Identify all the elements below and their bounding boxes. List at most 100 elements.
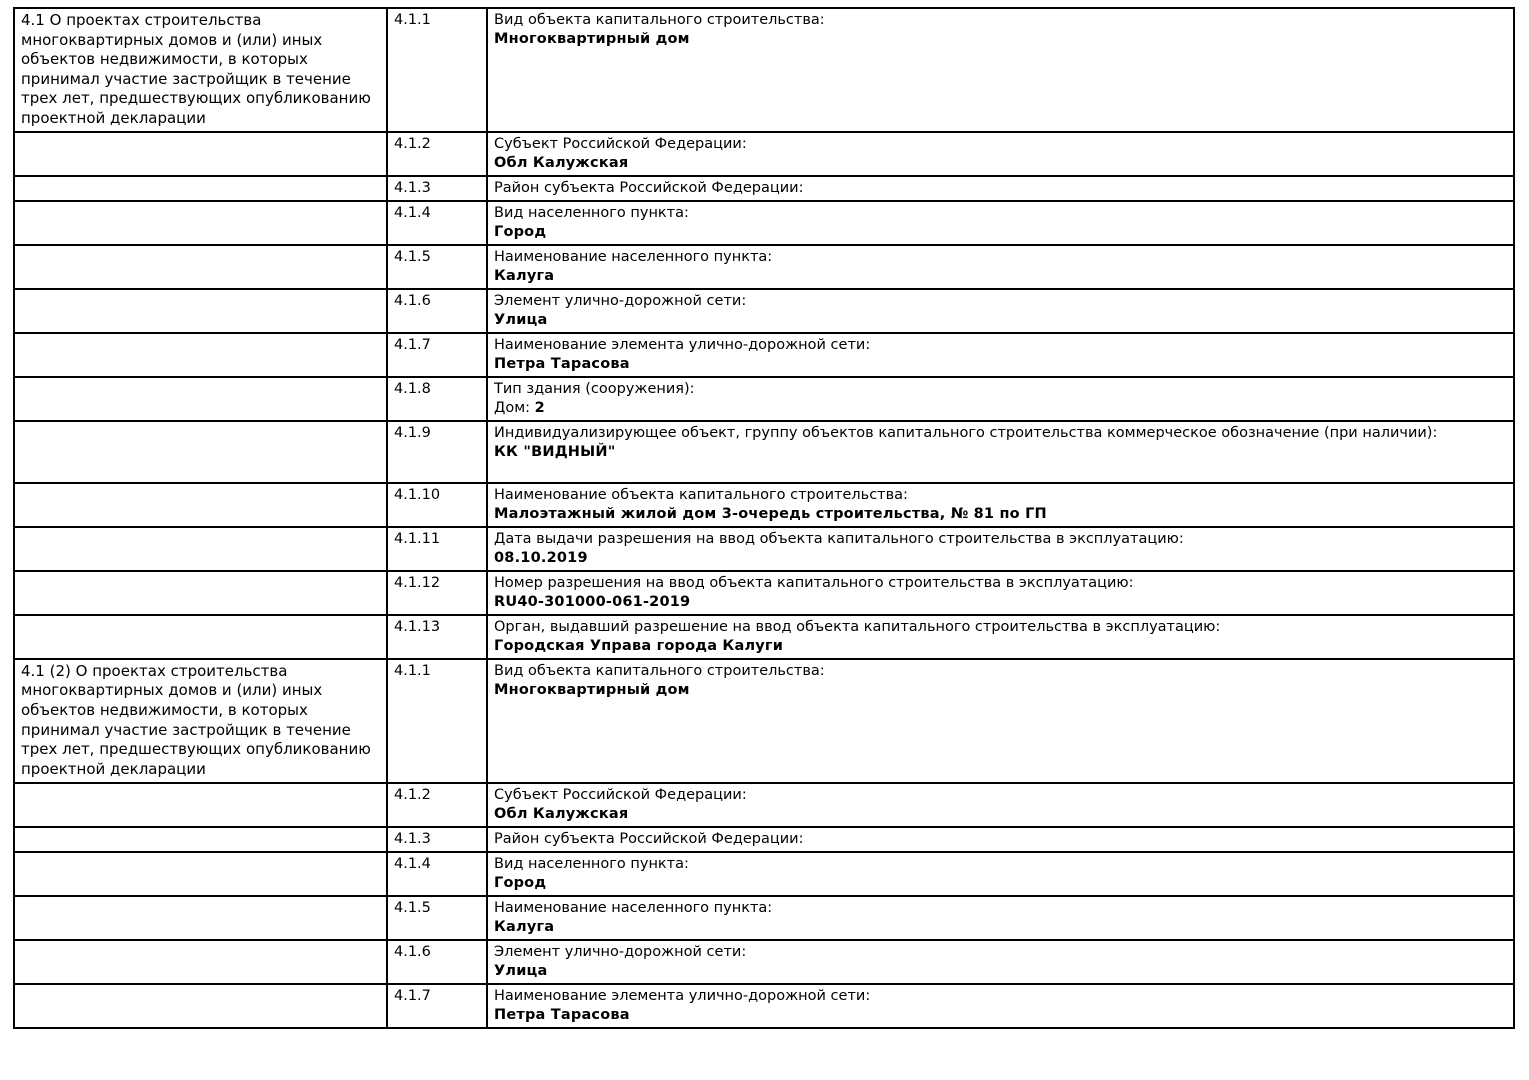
row-content: Тип здания (сооружения): Дом: 2 [486,375,1515,422]
table-row: 4.1.6 Элемент улично-дорожной сети: Улиц… [13,938,1515,985]
section-spacer-cell [13,781,388,828]
row-code: 4.1.5 [386,243,488,290]
table-row: 4.1.8 Тип здания (сооружения): Дом: 2 [13,375,1515,422]
row-content: Вид населенного пункта: Город [486,199,1515,246]
table-row: 4.1.9 Индивидуализирующее объект, группу… [13,419,1515,484]
field-label: Наименование элемента улично-дорожной се… [494,987,871,1004]
field-value: Городская Управа города Калуги [494,637,784,654]
field-label: Номер разрешения на ввод объекта капитал… [494,574,1134,591]
row-code: 4.1.3 [386,825,488,853]
field-value: Многоквартирный дом [494,30,690,47]
section-title: 4.1 (2) О проектах строительства многокв… [21,661,371,778]
table-row: 4.1.10 Наименование объекта капитального… [13,481,1515,528]
row-code: 4.1.1 [386,7,488,133]
row-code: 4.1.3 [386,175,488,202]
field-value: Калуга [494,918,555,935]
field-value: Петра Тарасова [494,1006,630,1023]
field-label: Район субъекта Российской Федерации: [494,830,804,847]
field-label: Наименование объекта капитального строит… [494,486,908,503]
field-value: Петра Тарасова [494,355,630,372]
row-content: Вид объекта капитального строительства: … [486,7,1515,133]
field-label: Элемент улично-дорожной сети: [494,943,747,960]
row-code: 4.1.9 [386,419,488,484]
table-row: 4.1.3 Район субъекта Российской Федераци… [13,825,1515,853]
field-value: Обл Калужская [494,805,629,822]
section-spacer-cell [13,199,388,246]
field-label: Дата выдачи разрешения на ввод объекта к… [494,530,1184,547]
row-content: Субъект Российской Федерации: Обл Калужс… [486,781,1515,828]
field-value: Многоквартирный дом [494,681,690,698]
row-content: Наименование элемента улично-дорожной се… [486,982,1515,1029]
field-label: Индивидуализирующее объект, группу объек… [494,424,1438,441]
table-row: 4.1.4 Вид населенного пункта: Город [13,850,1515,897]
row-content: Наименование объекта капитального строит… [486,481,1515,528]
section-spacer-cell [13,569,388,616]
section-title-cell: 4.1 (2) О проектах строительства многокв… [13,657,388,784]
field-value: Улица [494,311,548,328]
row-content: Вид населенного пункта: Город [486,850,1515,897]
row-content: Наименование элемента улично-дорожной се… [486,331,1515,378]
table-body: 4.1 О проектах строительства многокварти… [13,7,1515,1029]
field-label: Вид объекта капитального строительства: [494,662,825,679]
table-row: 4.1 (2) О проектах строительства многокв… [13,657,1515,784]
section-spacer-cell [13,850,388,897]
row-code: 4.1.13 [386,613,488,660]
table-row: 4.1.4 Вид населенного пункта: Город [13,199,1515,246]
field-label: Элемент улично-дорожной сети: [494,292,747,309]
field-value-prefix: Дом: [494,399,535,416]
field-label: Наименование населенного пункта: [494,899,773,916]
row-code: 4.1.4 [386,199,488,246]
field-value-line: Дом: 2 [494,399,1508,418]
section-spacer-cell [13,894,388,941]
row-code: 4.1.10 [386,481,488,528]
table-row: 4.1.11 Дата выдачи разрешения на ввод об… [13,525,1515,572]
table-row: 4.1 О проектах строительства многокварти… [13,7,1515,133]
table-row: 4.1.2 Субъект Российской Федерации: Обл … [13,781,1515,828]
field-value: RU40-301000-061-2019 [494,593,691,610]
section-spacer-cell [13,982,388,1029]
field-label: Вид населенного пункта: [494,204,689,221]
field-value: Обл Калужская [494,154,629,171]
field-value: 08.10.2019 [494,549,588,566]
section-title-cell: 4.1 О проектах строительства многокварти… [13,7,388,133]
row-code: 4.1.8 [386,375,488,422]
row-content: Элемент улично-дорожной сети: Улица [486,938,1515,985]
table-row: 4.1.13 Орган, выдавший разрешение на вво… [13,613,1515,660]
row-content: Элемент улично-дорожной сети: Улица [486,287,1515,334]
project-declaration-table: 4.1 О проектах строительства многокварти… [13,7,1515,1029]
row-code: 4.1.12 [386,569,488,616]
row-content: Дата выдачи разрешения на ввод объекта к… [486,525,1515,572]
table-row: 4.1.3 Район субъекта Российской Федераци… [13,175,1515,202]
table-row: 4.1.5 Наименование населенного пункта: К… [13,243,1515,290]
row-content: Наименование населенного пункта: Калуга [486,243,1515,290]
section-title: 4.1 О проектах строительства многокварти… [21,11,371,127]
field-label: Наименование элемента улично-дорожной се… [494,336,871,353]
field-value: Город [494,874,547,891]
field-label: Вид населенного пункта: [494,855,689,872]
table-row: 4.1.7 Наименование элемента улично-дорож… [13,331,1515,378]
field-label: Орган, выдавший разрешение на ввод объек… [494,618,1221,635]
row-code: 4.1.4 [386,850,488,897]
row-content: Наименование населенного пункта: Калуга [486,894,1515,941]
row-content: Номер разрешения на ввод объекта капитал… [486,569,1515,616]
table-row: 4.1.2 Субъект Российской Федерации: Обл … [13,131,1515,177]
row-code: 4.1.2 [386,781,488,828]
row-code: 4.1.7 [386,331,488,378]
field-label: Район субъекта Российской Федерации: [494,180,804,196]
section-spacer-cell [13,419,388,484]
section-spacer-cell [13,481,388,528]
section-spacer-cell [13,287,388,334]
row-content: Орган, выдавший разрешение на ввод объек… [486,613,1515,660]
row-code: 4.1.11 [386,525,488,572]
section-spacer-cell [13,375,388,422]
field-label: Наименование населенного пункта: [494,248,773,265]
row-content: Район субъекта Российской Федерации: [486,825,1515,853]
row-content: Вид объекта капитального строительства: … [486,657,1515,784]
table-row: 4.1.5 Наименование населенного пункта: К… [13,894,1515,941]
section-spacer-cell [13,331,388,378]
row-code: 4.1.7 [386,982,488,1029]
section-spacer-cell [13,131,388,177]
row-code: 4.1.6 [386,938,488,985]
section-spacer-cell [13,613,388,660]
